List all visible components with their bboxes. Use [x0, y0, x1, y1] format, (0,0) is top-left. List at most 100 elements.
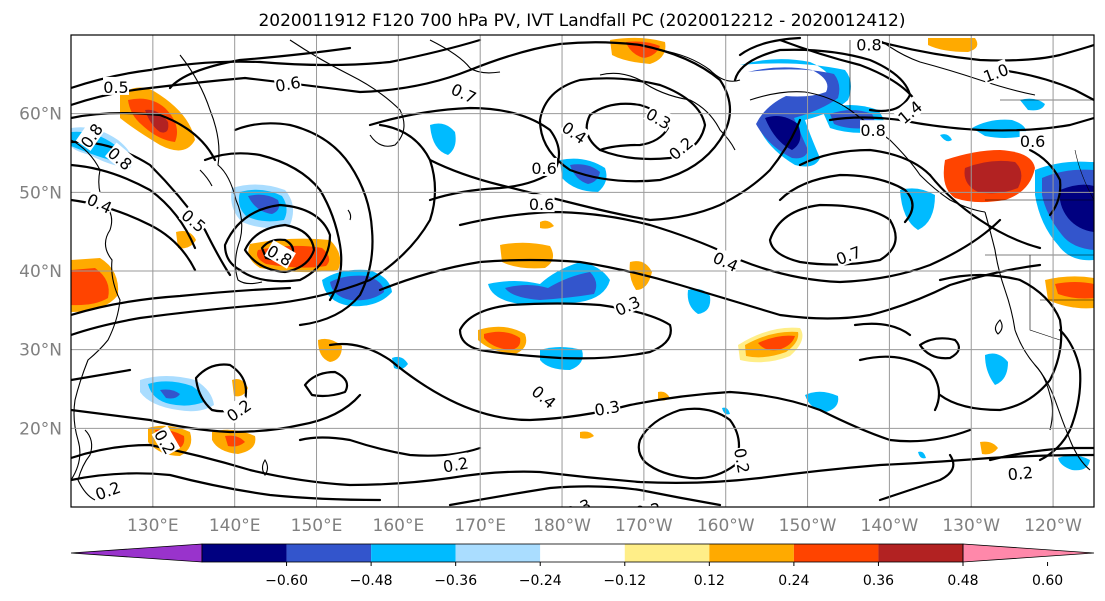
contour-label-background — [84, 188, 116, 217]
latitude-label: 20°N — [19, 419, 62, 439]
contour-label-background — [731, 446, 755, 475]
colorbar-tick-label: 0.36 — [863, 573, 894, 589]
contour-label-background — [528, 194, 555, 213]
contour-label-background — [893, 96, 925, 127]
contour-label-background — [611, 291, 643, 319]
longitude-label: 160°E — [373, 516, 425, 536]
colorbar-tick-label: 0.60 — [1032, 573, 1063, 589]
colorbar-tick-label: −0.24 — [519, 573, 562, 589]
contour-label-background — [178, 204, 211, 236]
contour-label-text: 0.3 — [563, 495, 594, 523]
contour-label-background — [92, 476, 123, 503]
colorbar-segment — [286, 544, 372, 562]
latitude-label: 30°N — [19, 341, 62, 361]
longitude-label: 160°W — [697, 516, 755, 536]
contour-label-background — [1019, 131, 1046, 150]
pv-anomaly-shading — [71, 37, 1094, 471]
contour-label-background — [860, 120, 887, 139]
pv-contour-lines — [71, 36, 1094, 507]
longitude-label: 170°E — [454, 516, 506, 536]
contour-label: 0.2 — [730, 446, 755, 475]
contour-label-text: 0.2 — [343, 507, 373, 532]
contour-label-text: 0.8 — [856, 35, 881, 54]
political-borders — [849, 40, 1094, 341]
contour-label-background — [151, 425, 181, 457]
contour-label-background — [528, 380, 561, 412]
contour-label-background — [75, 119, 106, 151]
colorbar-tick-label: −0.12 — [603, 573, 646, 589]
contour-label: 0.2 — [441, 452, 470, 477]
figure-title: 2020011912 F120 700 hPa PV, IVT Landfall… — [258, 11, 905, 31]
contour-label-text: 0.3 — [593, 397, 621, 420]
colorbar-tick-label: 0.24 — [778, 573, 809, 589]
contour-label-background — [222, 394, 255, 425]
contour-label-background — [1006, 462, 1034, 483]
contour-label-background — [855, 35, 882, 53]
longitude-label: 170°W — [615, 516, 673, 536]
colorbar-tick-label: 0.12 — [694, 573, 725, 589]
contour-label-background — [633, 498, 663, 507]
colorbar-segment — [878, 544, 963, 562]
contour-label-background — [103, 76, 130, 95]
longitude-label: 120°W — [1024, 516, 1082, 536]
latitude-label: 60°N — [19, 105, 62, 125]
colorbar-extend-low — [70, 543, 203, 563]
contour-label-text: 0.6 — [531, 159, 556, 178]
contour-label-background — [643, 103, 675, 132]
contour-label-background — [342, 505, 373, 507]
contour-label: 0.2 — [633, 498, 663, 522]
colorbar-segment — [793, 544, 879, 562]
colorbar-frame — [201, 543, 964, 563]
contour-label: 0.8 — [855, 35, 882, 54]
contour-label-background — [105, 142, 137, 173]
colorbar-segment — [709, 544, 794, 562]
contour-label-text: 0.2 — [442, 453, 470, 476]
colorbar-tick-label: −0.60 — [265, 573, 308, 589]
contour-label-background — [562, 494, 594, 507]
latitude-label: 50°N — [19, 183, 62, 203]
contour-label-text: 0.5 — [103, 78, 128, 97]
contour-label-text: 0.2 — [1007, 463, 1034, 484]
contour-label-text: 0.8 — [860, 121, 885, 140]
colorbar-segment — [624, 544, 710, 562]
contour-label: 0.8 — [860, 120, 887, 140]
longitude-label: 130°W — [942, 516, 1000, 536]
contour-label-background — [980, 58, 1011, 85]
colorbar-segment — [455, 544, 541, 562]
contour-label: 0.2 — [1006, 462, 1034, 484]
contour-label: 0.3 — [592, 395, 621, 420]
contour-label-background — [531, 157, 558, 176]
contour-label: 0.3 — [562, 494, 594, 523]
longitude-axis-labels: 130°E 140°E 150°E 160°E 170°E 180°W 170°W 160°W… — [127, 516, 1082, 536]
contour-labels: 0.5 0.6 0.70.30.20.40.60.60.40.50.80.80.80… — [75, 35, 1046, 532]
contour-label-background — [273, 71, 303, 94]
contour-label-background — [448, 78, 480, 106]
contour-label-background — [832, 241, 864, 268]
colorbar-segment — [371, 544, 456, 562]
contour-label: 0.6 — [273, 71, 303, 96]
contour-label-background — [664, 132, 696, 163]
latitude-axis-labels: 60°N 50°N 40°N 30°N 20°N — [19, 105, 62, 440]
contour-label-background — [441, 452, 470, 475]
longitude-label: 130°E — [127, 516, 179, 536]
longitude-label: 150°E — [291, 516, 343, 536]
contour-label: 0.6 — [528, 194, 555, 214]
latitude-label: 40°N — [19, 262, 62, 282]
contour-label-text: 0.6 — [1020, 132, 1045, 151]
colorbar-tick-label: −0.48 — [350, 573, 393, 589]
contour-label: 0.6 — [1019, 131, 1046, 151]
colorbar-tick-label: −0.36 — [434, 573, 477, 589]
contour-label-text: 0.6 — [529, 195, 554, 214]
lat-lon-gridlines — [71, 35, 1094, 507]
colorbar-segment — [540, 544, 625, 562]
contour-label-text: 0.2 — [634, 499, 662, 522]
longitude-label: 140°W — [861, 516, 919, 536]
contour-label-background — [559, 116, 591, 147]
colorbar-tick-label: 0.48 — [947, 573, 978, 589]
longitude-label: 180°W — [533, 516, 591, 536]
contour-label-background — [710, 247, 742, 275]
contour-label-text: 0.2 — [730, 446, 753, 474]
contour-label-text: 0.6 — [274, 73, 302, 96]
pv-colorbar: −0.60 −0.48 −0.36 −0.24 −0.12 0.12 0.24 0.36 0.4… — [70, 543, 1095, 589]
